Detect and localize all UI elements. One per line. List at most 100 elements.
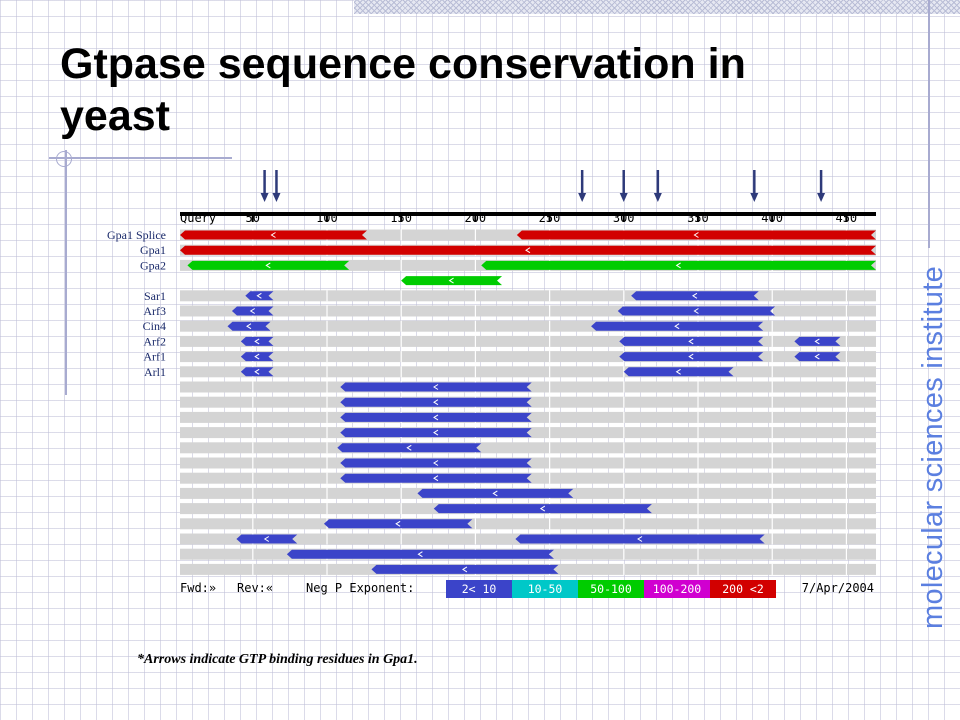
alignment-track bbox=[180, 442, 876, 453]
track-grid-line bbox=[697, 382, 698, 393]
track-grid-line bbox=[326, 412, 327, 423]
track-grid-line bbox=[326, 473, 327, 484]
track-grid-line bbox=[401, 336, 402, 347]
hit-bar bbox=[619, 337, 763, 346]
track-grid-line bbox=[697, 503, 698, 514]
track-grid-line bbox=[252, 427, 253, 438]
track-grid-line bbox=[697, 412, 698, 423]
track-grid-line bbox=[623, 442, 624, 453]
track-grid-line bbox=[549, 336, 550, 347]
track-grid-line bbox=[475, 351, 476, 362]
track-grid-line bbox=[623, 397, 624, 408]
track-grid-line bbox=[623, 549, 624, 560]
track-grid-line bbox=[252, 564, 253, 575]
gtp-arrow-head bbox=[272, 193, 280, 202]
gtp-arrow-head bbox=[620, 193, 628, 202]
track-grid-line bbox=[252, 412, 253, 423]
gtp-arrow-head bbox=[817, 193, 825, 202]
track-grid-line bbox=[772, 427, 773, 438]
track-grid-line bbox=[475, 534, 476, 545]
legend-date: 7/Apr/2004 bbox=[802, 581, 874, 595]
track-grid-line bbox=[772, 290, 773, 301]
hit-bar bbox=[180, 246, 876, 255]
track-grid-line bbox=[475, 290, 476, 301]
hit-bar bbox=[340, 474, 531, 483]
axis-tick-label: 300 bbox=[613, 211, 635, 225]
hit-bar bbox=[794, 337, 840, 346]
gtp-arrow-head bbox=[261, 193, 269, 202]
hit-bar bbox=[618, 307, 775, 316]
track-grid-line bbox=[252, 442, 253, 453]
track-grid-line bbox=[846, 351, 847, 362]
track-grid-line bbox=[549, 412, 550, 423]
track-grid-line bbox=[549, 442, 550, 453]
gtp-arrow-head bbox=[654, 193, 662, 202]
track-grid-line bbox=[772, 518, 773, 529]
hit-bar bbox=[187, 261, 349, 270]
track-grid-line bbox=[475, 366, 476, 377]
track-grid-line bbox=[252, 518, 253, 529]
track-grid-line bbox=[326, 534, 327, 545]
track-grid-line bbox=[401, 351, 402, 362]
track-grid-line bbox=[623, 488, 624, 499]
legend-bin-label: 100-200 bbox=[653, 582, 702, 596]
track-grid-line bbox=[401, 503, 402, 514]
track-grid-line bbox=[401, 488, 402, 499]
track-grid-line bbox=[846, 412, 847, 423]
alignment-track bbox=[180, 366, 876, 377]
track-grid-line bbox=[772, 442, 773, 453]
track-grid-line bbox=[846, 397, 847, 408]
row-label: Gpa2 bbox=[140, 258, 166, 272]
track-grid-line bbox=[475, 260, 476, 271]
track-grid-line bbox=[846, 534, 847, 545]
track-grid-line bbox=[252, 473, 253, 484]
axis-tick-label: 100 bbox=[316, 211, 338, 225]
track-grid-line bbox=[697, 397, 698, 408]
hit-bar bbox=[371, 565, 558, 574]
axis-label-query: Query bbox=[180, 211, 216, 225]
track-grid-line bbox=[772, 366, 773, 377]
track-grid-line bbox=[252, 397, 253, 408]
hit-bar bbox=[591, 322, 763, 331]
track-grid-line bbox=[549, 306, 550, 317]
row-label: Gpa1 Splice bbox=[107, 228, 166, 242]
track-grid-line bbox=[326, 306, 327, 317]
track-grid-line bbox=[846, 488, 847, 499]
alignment-track bbox=[180, 290, 876, 301]
track-grid-line bbox=[772, 336, 773, 347]
track-grid-line bbox=[697, 427, 698, 438]
track-grid-line bbox=[846, 442, 847, 453]
track-grid-line bbox=[326, 503, 327, 514]
track-grid-line bbox=[623, 382, 624, 393]
gtp-arrow-head bbox=[578, 193, 586, 202]
track-grid-line bbox=[252, 503, 253, 514]
track-grid-line bbox=[697, 458, 698, 469]
track-grid-line bbox=[326, 564, 327, 575]
track-grid-line bbox=[697, 549, 698, 560]
legend-bin-label: 50-100 bbox=[590, 582, 632, 596]
track-grid-line bbox=[772, 458, 773, 469]
track-grid-line bbox=[326, 458, 327, 469]
gtp-arrow-head bbox=[750, 193, 758, 202]
track-grid-line bbox=[549, 518, 550, 529]
track-grid-line bbox=[772, 473, 773, 484]
row-label: Gpa1 bbox=[140, 243, 166, 257]
hit-bar bbox=[624, 367, 734, 376]
track-grid-line bbox=[697, 488, 698, 499]
track-grid-line bbox=[326, 382, 327, 393]
track-grid-line bbox=[326, 427, 327, 438]
track-grid-line bbox=[549, 321, 550, 332]
footnote: *Arrows indicate GTP binding residues in… bbox=[137, 652, 418, 668]
axis-tick-label: 50 bbox=[245, 211, 259, 225]
hit-bar bbox=[340, 428, 531, 437]
track-grid-line bbox=[772, 534, 773, 545]
hit-bar bbox=[227, 322, 270, 331]
axis-tick-label: 200 bbox=[464, 211, 486, 225]
track-grid-line bbox=[326, 488, 327, 499]
track-grid-line bbox=[623, 290, 624, 301]
hit-bar bbox=[287, 550, 554, 559]
track-grid-line bbox=[549, 473, 550, 484]
track-grid-line bbox=[846, 366, 847, 377]
axis-tick-label: 350 bbox=[687, 211, 709, 225]
legend-bin-label: 10-50 bbox=[528, 582, 563, 596]
